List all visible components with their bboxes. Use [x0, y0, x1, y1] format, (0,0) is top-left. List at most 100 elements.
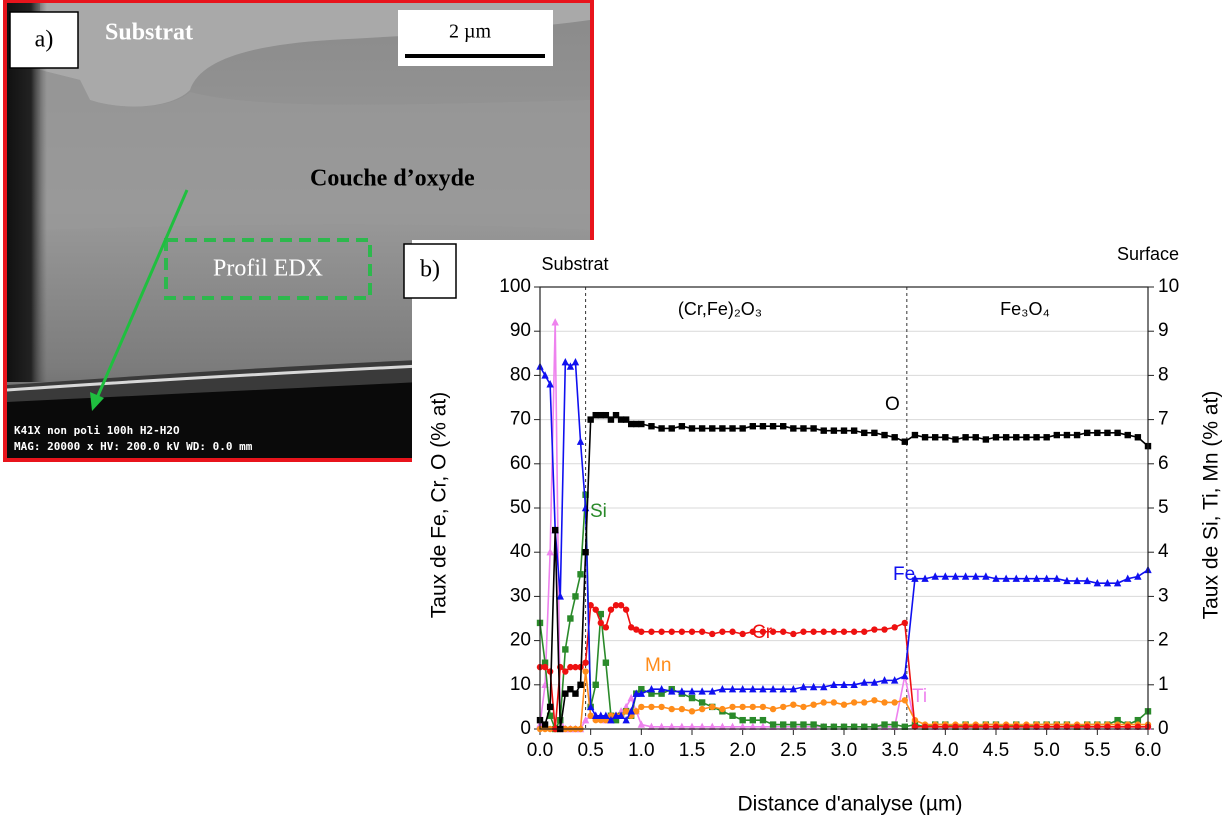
y-tick-label: 80 — [510, 364, 531, 385]
point — [607, 715, 615, 724]
point — [1124, 723, 1131, 730]
point — [1103, 578, 1112, 587]
point — [1002, 723, 1010, 730]
point — [708, 687, 716, 695]
point — [982, 436, 990, 443]
point — [571, 357, 580, 366]
point — [739, 425, 746, 432]
point — [901, 697, 908, 704]
point — [597, 411, 604, 419]
y2-tick-label: 2 — [1158, 630, 1169, 651]
point — [633, 626, 640, 633]
point — [658, 628, 665, 635]
point — [982, 723, 990, 730]
point — [1084, 723, 1091, 730]
point — [810, 721, 817, 728]
point — [688, 425, 696, 432]
point — [638, 686, 645, 693]
point — [871, 697, 878, 704]
point — [638, 420, 645, 428]
y2-tick-label: 0 — [1158, 718, 1169, 739]
y-tick-label: 20 — [510, 630, 531, 651]
point — [688, 628, 696, 635]
point — [658, 690, 665, 697]
point — [942, 434, 949, 441]
point — [749, 716, 756, 724]
point — [728, 685, 737, 693]
point — [572, 663, 579, 671]
point — [800, 425, 807, 432]
chart-background — [412, 240, 1232, 823]
series-label: Fe — [893, 564, 915, 585]
point — [638, 703, 645, 711]
y-tick-label: 40 — [510, 541, 531, 562]
y-axis-label: Taux de Fe, Cr, O (% at) — [428, 392, 451, 618]
point — [759, 716, 767, 724]
panel-label: b) — [420, 257, 440, 283]
point — [861, 699, 868, 706]
point — [1134, 434, 1142, 441]
point — [1124, 431, 1131, 439]
point — [891, 721, 898, 728]
point — [1134, 716, 1142, 724]
point — [622, 708, 630, 715]
point — [632, 689, 640, 697]
point — [688, 708, 696, 715]
point — [911, 431, 919, 439]
point — [820, 723, 827, 730]
y2-axis-label: Taux de Si, Ti, Mn (% at) — [1200, 391, 1223, 620]
point — [780, 628, 787, 635]
point — [658, 425, 665, 432]
point — [1033, 723, 1040, 730]
point — [1032, 574, 1041, 582]
point — [739, 716, 746, 724]
point — [830, 427, 838, 434]
point — [749, 703, 756, 711]
point — [602, 711, 610, 719]
point — [881, 699, 888, 706]
arrow-head — [90, 392, 104, 411]
point — [709, 703, 716, 711]
point — [739, 703, 746, 711]
y-tick-label: 100 — [499, 276, 531, 297]
point — [759, 628, 767, 635]
point — [1094, 429, 1101, 437]
point — [581, 715, 590, 724]
point — [1134, 572, 1142, 580]
series-label: O — [885, 394, 900, 415]
point — [556, 592, 564, 600]
point — [789, 685, 798, 693]
y-tick-label: 70 — [510, 409, 531, 430]
point — [622, 416, 630, 423]
point — [541, 659, 549, 666]
point — [648, 690, 655, 697]
x-tick-label: 2.5 — [780, 740, 806, 761]
oxide-region — [40, 70, 590, 230]
point — [871, 429, 878, 437]
point — [1042, 574, 1051, 582]
point — [850, 699, 858, 706]
point — [567, 615, 574, 622]
point — [577, 571, 584, 578]
chart-panel: b) Substrat Surface (Cr,Fe)₂O₃ Fe₃O₄ Dis… — [403, 240, 1232, 823]
point — [1063, 723, 1071, 730]
point — [729, 712, 736, 719]
point — [759, 703, 767, 711]
point — [698, 722, 706, 730]
point — [708, 722, 716, 730]
point — [941, 572, 950, 580]
point — [992, 434, 1000, 441]
substrate-label: Substrat — [105, 20, 193, 46]
label-box — [403, 243, 457, 299]
point — [592, 606, 599, 613]
point — [633, 708, 640, 715]
point — [698, 699, 706, 706]
interface-line — [6, 354, 591, 392]
point — [1114, 723, 1121, 730]
point — [561, 357, 570, 366]
point — [688, 722, 696, 730]
point — [799, 682, 808, 691]
x-tick-label: 4.0 — [932, 740, 958, 761]
point — [562, 690, 569, 697]
point — [1114, 429, 1121, 437]
